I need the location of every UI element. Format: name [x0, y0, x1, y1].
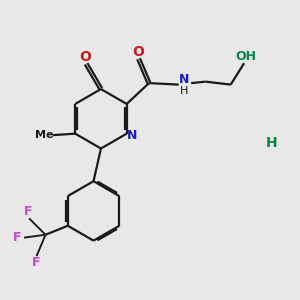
Text: Me: Me	[35, 130, 54, 140]
Text: H: H	[180, 85, 188, 96]
Text: H: H	[266, 136, 278, 150]
Text: F: F	[13, 231, 22, 244]
Text: O: O	[80, 50, 92, 64]
Text: O: O	[132, 45, 144, 59]
Text: N: N	[127, 129, 137, 142]
Text: N: N	[179, 73, 189, 86]
Text: OH: OH	[235, 50, 256, 63]
Text: F: F	[24, 205, 33, 218]
Text: F: F	[32, 256, 40, 269]
